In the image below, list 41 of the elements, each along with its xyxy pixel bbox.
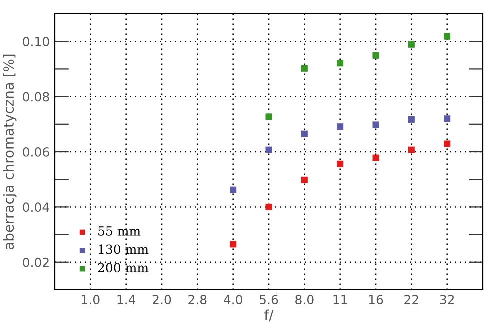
point — [337, 160, 344, 168]
point — [337, 124, 344, 130]
point — [301, 176, 308, 184]
point — [444, 33, 451, 40]
point — [408, 116, 415, 123]
point — [266, 146, 272, 154]
y-tick-label: 0.04 — [23, 202, 50, 212]
point — [408, 146, 415, 154]
point — [337, 60, 344, 67]
x-tick-label: 32 — [440, 295, 454, 305]
x-tick-label: 11 — [334, 295, 348, 304]
y-axis-title: aberracja chromatyczna [%] — [3, 54, 17, 250]
x-tick-label: 5.6 — [260, 295, 278, 305]
point — [266, 204, 272, 210]
x-tick-label: 8.0 — [296, 295, 314, 305]
y-tick-label: 0.02 — [23, 258, 49, 268]
point — [230, 186, 237, 194]
x-tick-label: 1.0 — [82, 295, 100, 305]
point — [301, 130, 308, 138]
point — [301, 65, 308, 72]
point — [230, 241, 237, 248]
x-tick-label: 22 — [404, 295, 418, 304]
point — [372, 52, 380, 59]
point — [266, 114, 272, 120]
point — [372, 154, 380, 162]
legend-label: 130 mm — [99, 244, 149, 254]
y-tick-label: 0.08 — [23, 92, 50, 102]
x-tick-label: 16 — [369, 295, 384, 305]
point — [408, 41, 415, 48]
x-tick-label: 1.4 — [118, 295, 136, 304]
point — [444, 140, 451, 148]
legend-label: 200 mm — [98, 263, 149, 273]
y-tick-label: 0.10 — [23, 37, 50, 47]
point — [372, 122, 380, 128]
legend-label: 55 mm — [98, 226, 141, 236]
point — [444, 116, 451, 122]
x-tick-label: 2.8 — [188, 295, 207, 305]
x-tick-label: 4.0 — [224, 295, 242, 305]
x-axis-title: f/ — [264, 310, 274, 322]
x-tick-label: 2.0 — [152, 295, 172, 305]
y-tick-label: 0.06 — [23, 147, 50, 157]
